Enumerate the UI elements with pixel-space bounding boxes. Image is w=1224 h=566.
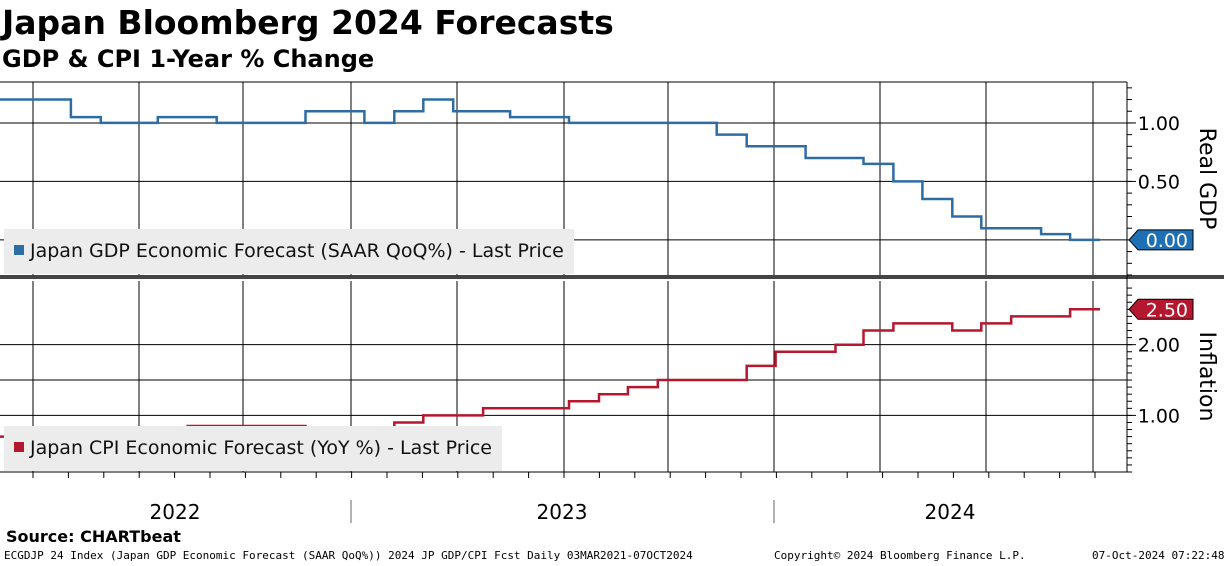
chart-subtitle: GDP & CPI 1-Year % Change [2,45,375,73]
x-category-label-2: 2024 [925,500,976,524]
chart-title: Japan Bloomberg 2024 Forecasts [2,3,614,42]
legend-gdp-label: Japan GDP Economic Forecast (SAAR QoQ%) … [30,240,564,262]
legend-gdp-swatch [14,244,24,255]
legend-cpi-swatch [14,441,24,452]
x-category-label-1: 2023 [537,500,588,524]
y-tick-label-0-0: 1.00 [1138,113,1180,135]
y-tick-label-1-0: 2.00 [1138,335,1180,357]
last-value-tag-1 [1128,298,1194,320]
series-line-0 [0,98,1100,242]
last-value-label-1: 2.50 [1146,299,1188,321]
series-line-1 [0,308,1100,438]
y-tick-label-0-1: 0.50 [1138,171,1180,193]
footer-left: ECGDJP 24 Index (Japan GDP Economic Fore… [4,549,693,562]
y-axis-label-0: Real GDP [1194,128,1219,230]
axis-labels: 1.00 0.50 Real GDP 0.00 2.00 1.00 Inflation 2.5… [150,113,1219,524]
source-label: Source: CHARTbeat [6,527,181,546]
legend-gdp: Japan GDP Economic Forecast (SAAR QoQ%) … [4,229,574,274]
legend-cpi: Japan CPI Economic Forecast (YoY %) - La… [4,426,502,471]
last-value-label-0: 0.00 [1146,230,1188,252]
footer-right: 07-Oct-2024 07:22:48 [1092,549,1224,562]
x-category-label-0: 2022 [150,500,201,524]
y-tick-label-1-1: 1.00 [1138,405,1180,427]
last-value-tag-0 [1128,229,1194,251]
footer-center: Copyright© 2024 Bloomberg Finance L.P. [774,549,1026,562]
y-axis-label-1: Inflation [1194,332,1219,422]
legend-cpi-label: Japan CPI Economic Forecast (YoY %) - La… [30,437,492,459]
